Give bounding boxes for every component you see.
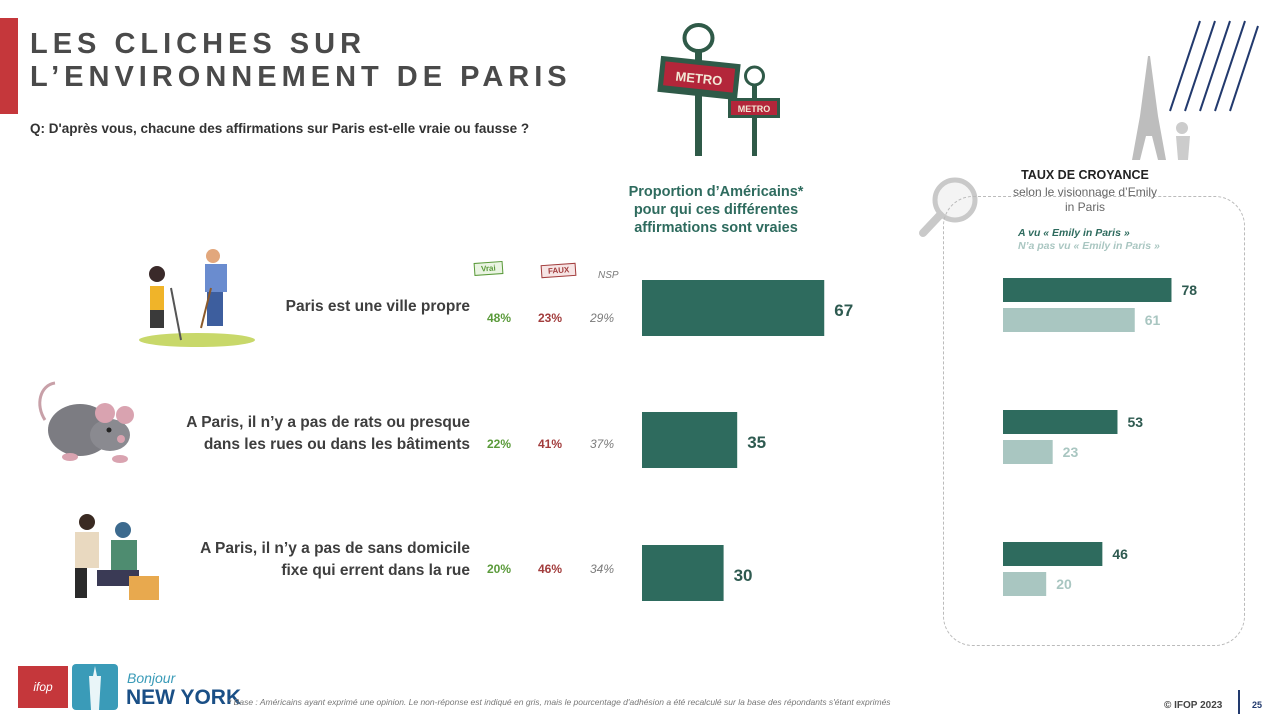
croyance-label-not-seen-2: 23 — [1063, 444, 1079, 460]
croyance-subtitle: selon le visionnage d’Emily in Paris — [990, 185, 1180, 215]
statement-3-line-1: A Paris, il n’y a pas de sans domicile — [200, 540, 470, 557]
metro-illustration: METRO METRO — [657, 23, 780, 156]
metro-sign-2 — [731, 101, 777, 115]
statement-3-line-2: fixe qui errent dans la rue — [281, 562, 470, 579]
vrai-stamp: Vrai — [473, 261, 504, 276]
pct-nsp-2: 37% — [590, 437, 615, 451]
pct-vrai-1: 48% — [487, 311, 512, 325]
croyance-panel — [943, 196, 1245, 646]
croyance-bar-chart: 78 53 46 61 23 20 — [1003, 278, 1197, 596]
croyance-label-not-seen-1: 61 — [1145, 312, 1161, 328]
croyance-label-not-seen-3: 20 — [1056, 576, 1072, 592]
bar-column-heading: Proportion d’Américains* pour qui ces di… — [606, 183, 826, 237]
eiffel-illustration — [1132, 20, 1259, 160]
main-bar-label-2: 35 — [747, 433, 766, 452]
rat-illustration — [38, 381, 134, 463]
copyright: © IFOP 2023 — [1164, 700, 1223, 711]
title-line-2: L’ENVIRONNEMENT DE PARIS — [30, 61, 572, 93]
croyance-label-seen-3: 46 — [1112, 546, 1128, 562]
footnote: * Base : Américains ayant exprimé une op… — [228, 697, 891, 707]
faux-stamp: FAUX — [540, 262, 577, 279]
eiffel-tower-icon — [1132, 56, 1166, 160]
question-text: Q: D'après vous, chacune des affirmation… — [30, 121, 530, 136]
croyance-label-seen-1: 78 — [1181, 282, 1197, 298]
footer-divider — [1238, 690, 1240, 714]
accent-bar — [0, 18, 18, 114]
bar-heading-line-3: affirmations sont vraies — [634, 220, 798, 236]
statement-2-line-1: A Paris, il n’y a pas de rats ou presque — [186, 414, 470, 431]
croyance-bar-seen-1 — [1003, 278, 1172, 302]
croyance-bar-not-seen-1 — [1003, 308, 1135, 332]
main-bar-3 — [642, 545, 724, 601]
pct-faux-1: 23% — [538, 311, 563, 325]
pct-faux-2: 41% — [538, 437, 563, 451]
main-bar-label-3: 30 — [734, 566, 753, 585]
metro-sign-text-1: METRO — [675, 69, 723, 89]
page-number: 25 — [1252, 700, 1263, 710]
pct-faux-3: 46% — [538, 562, 563, 576]
statue-of-liberty-icon — [72, 664, 118, 710]
pct-nsp-1: 29% — [590, 311, 615, 325]
bar-heading-line-1: Proportion d’Américains* — [628, 184, 804, 200]
croyance-subtitle-line-2: in Paris — [1064, 200, 1105, 214]
metro-post-2 — [752, 84, 757, 156]
pct-vrai-2: 22% — [487, 437, 512, 451]
main-bar-2 — [642, 412, 738, 468]
ifop-logo: ifop — [18, 666, 68, 708]
person-body — [1176, 136, 1190, 160]
croyance-title: TAUX DE CROYANCE — [1021, 168, 1149, 182]
homeless-help-illustration — [75, 514, 159, 600]
statement-2: A Paris, il n’y a pas de rats ou presque… — [140, 412, 470, 456]
page-title: LES CLICHES SUR L’ENVIRONNEMENT DE PARIS — [30, 28, 572, 94]
metro-lamp-1 — [682, 23, 715, 53]
statement-3: A Paris, il n’y a pas de sans domicile f… — [140, 538, 470, 582]
statement-1-line-1: Paris est une ville propre — [285, 298, 470, 315]
croyance-bar-seen-3 — [1003, 542, 1103, 566]
bonjour-logo-text: Bonjour — [127, 670, 176, 686]
statement-2-line-2: dans les rues ou dans les bâtiments — [203, 436, 470, 453]
person-head — [1176, 122, 1188, 134]
legend-seen: A vu « Emily in Paris » — [1018, 227, 1130, 239]
metro-sign-text-2: METRO — [738, 104, 771, 114]
main-bar-label-1: 67 — [834, 301, 853, 320]
new-york-logo-text: NEW YORK — [126, 686, 242, 709]
metro-post-1 — [695, 42, 702, 156]
nsp-header: NSP — [598, 270, 619, 281]
croyance-bar-not-seen-2 — [1003, 440, 1053, 464]
metro-lamp-2 — [744, 65, 765, 87]
statement-1: Paris est une ville propre — [140, 296, 470, 318]
bar-heading-line-2: pour qui ces différentes — [633, 202, 799, 218]
legend-not-seen: N’a pas vu « Emily in Paris » — [1018, 240, 1160, 252]
metro-sign-1 — [663, 61, 736, 93]
croyance-subtitle-line-1: selon le visionnage d’Emily — [1012, 185, 1158, 199]
pct-vrai-3: 20% — [487, 562, 512, 576]
main-bar-1 — [642, 280, 825, 336]
cleaning-illustration — [139, 249, 255, 347]
croyance-label-seen-2: 53 — [1127, 414, 1143, 430]
main-bar-chart: 67 35 30 — [642, 280, 853, 601]
pct-nsp-3: 34% — [590, 562, 615, 576]
title-line-1: LES CLICHES SUR — [30, 28, 367, 60]
croyance-bar-not-seen-3 — [1003, 572, 1047, 596]
croyance-bar-seen-2 — [1003, 410, 1118, 434]
